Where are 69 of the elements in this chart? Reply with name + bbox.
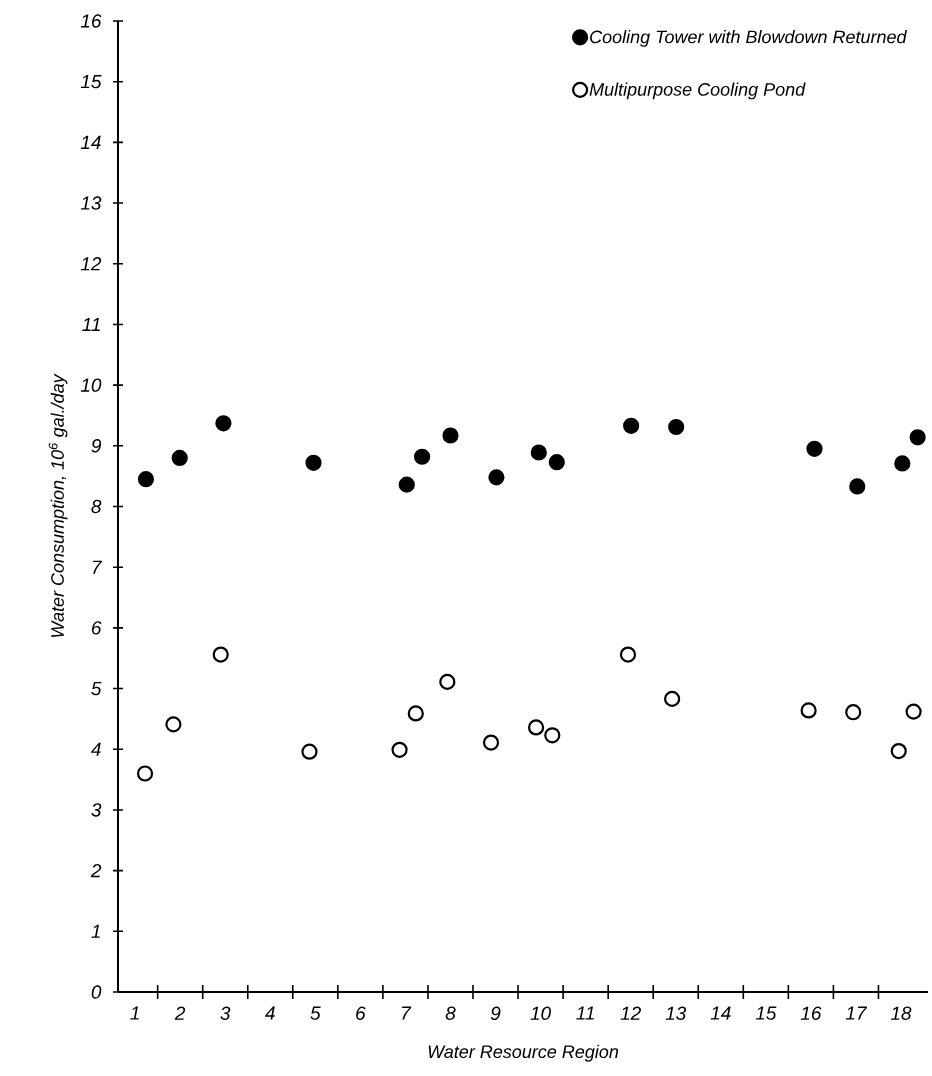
x-tick-label: 17 — [845, 1006, 868, 1020]
point — [391, 741, 408, 758]
y-tick-label: 7 — [92, 560, 103, 574]
legend-label: Cooling Tower with Blowdown Returned — [590, 30, 908, 47]
point — [413, 448, 431, 465]
y-tick-label: 0 — [91, 985, 102, 999]
y-tick-label: 13 — [80, 196, 102, 210]
y-tick-label: 16 — [80, 14, 102, 28]
x-tick-label: 1 — [130, 1006, 139, 1020]
point — [668, 418, 685, 436]
point — [849, 478, 866, 495]
point — [527, 719, 545, 736]
x-tick-label: 2 — [174, 1006, 186, 1020]
x-tick-label: 13 — [665, 1006, 687, 1020]
point — [442, 427, 459, 444]
y-tick-label: 11 — [82, 317, 100, 331]
point — [482, 734, 500, 751]
y-tick-label: 12 — [80, 257, 102, 271]
point — [407, 705, 424, 722]
point — [212, 646, 229, 663]
point — [439, 673, 456, 690]
point — [530, 444, 547, 461]
x-tick-label: 16 — [800, 1006, 822, 1020]
y-tick-label: 2 — [90, 863, 102, 878]
x-axis-title: Water Resource Region — [428, 1044, 619, 1062]
y-tick-label: 1 — [91, 924, 100, 938]
x-tick-label: 6 — [356, 1006, 366, 1020]
point — [171, 449, 188, 467]
point — [664, 690, 681, 707]
point — [488, 469, 505, 486]
y-tick-label: 3 — [91, 803, 102, 817]
legend-label: Multipurpose Cooling Pond — [589, 82, 806, 100]
x-tick-label: 18 — [890, 1006, 912, 1020]
y-tick-label: 15 — [80, 75, 102, 89]
x-tick-label: 11 — [576, 1006, 594, 1020]
y-tick-label: 4 — [91, 742, 101, 756]
point — [136, 765, 154, 782]
point — [215, 415, 232, 432]
point — [619, 646, 637, 663]
point — [305, 454, 322, 471]
x-tick-label: 9 — [490, 1006, 501, 1020]
point — [544, 727, 561, 744]
x-tick-label: 10 — [530, 1006, 551, 1020]
point — [301, 743, 318, 760]
y-tick-label: 14 — [80, 135, 101, 149]
point — [548, 454, 565, 471]
x-tick-label: 7 — [402, 1006, 412, 1020]
point — [398, 476, 415, 493]
point — [137, 471, 155, 488]
point — [905, 703, 922, 720]
y-axis-title: Water Consumption, 10$^{6}$ gal./day — [48, 373, 68, 638]
point — [165, 716, 182, 733]
y-tick-label: 10 — [80, 378, 102, 392]
x-tick-label: 4 — [265, 1006, 275, 1020]
x-tick-label: 5 — [310, 1006, 321, 1020]
x-tick-label: 15 — [755, 1006, 777, 1020]
point — [806, 440, 823, 457]
x-tick-label: 14 — [710, 1006, 731, 1020]
point — [800, 702, 817, 719]
point — [845, 704, 862, 721]
x-tick-label: 12 — [620, 1006, 641, 1020]
x-tick-label: 3 — [220, 1006, 231, 1020]
x-tick-label: 8 — [445, 1006, 456, 1020]
point — [890, 742, 907, 760]
y-tick-label: 6 — [91, 621, 102, 635]
point — [623, 417, 640, 434]
y-tick-label: 9 — [91, 439, 102, 453]
y-tick-label: 8 — [91, 499, 102, 514]
y-tick-label: 5 — [91, 681, 102, 696]
